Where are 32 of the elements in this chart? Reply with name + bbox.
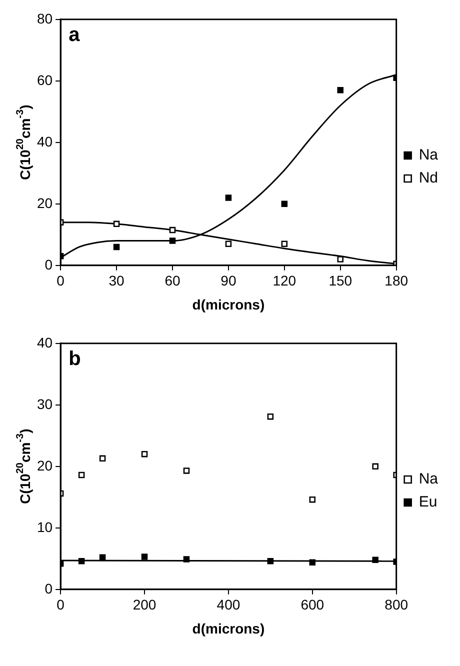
y-tick-label: 0 xyxy=(44,256,53,272)
x-tick-label: 60 xyxy=(164,272,180,289)
legend-label: Na xyxy=(418,146,439,164)
x-tick-label: 200 xyxy=(132,596,156,613)
legend-label: Eu xyxy=(418,494,438,511)
x-tick-label: 600 xyxy=(300,596,324,613)
annotation: b xyxy=(68,348,81,370)
y-tick-label: 40 xyxy=(36,334,53,350)
legend-label: Nd xyxy=(418,170,438,187)
x-tick-label: 180 xyxy=(384,272,408,289)
y-axis-title: C(1020cm-3) xyxy=(14,428,33,504)
x-axis-title: d(microns) xyxy=(192,620,265,636)
y-tick-label: 80 xyxy=(36,10,53,26)
x-tick-label: 800 xyxy=(384,596,408,613)
legend-label: Na xyxy=(418,470,439,488)
y-tick-label: 60 xyxy=(36,72,53,88)
x-tick-label: 0 xyxy=(56,272,65,289)
y-tick-label: 10 xyxy=(36,518,53,535)
y-axis-title: C(1020cm-3) xyxy=(14,104,33,180)
x-tick-label: 120 xyxy=(272,272,296,289)
y-tick-label: 40 xyxy=(36,133,53,150)
x-axis-title: d(microns) xyxy=(192,296,265,312)
x-tick-label: 0 xyxy=(56,596,65,613)
x-tick-label: 400 xyxy=(216,596,240,613)
x-tick-label: 150 xyxy=(328,272,352,289)
annotation: a xyxy=(68,24,81,46)
x-tick-label: 30 xyxy=(108,272,125,289)
x-tick-label: 90 xyxy=(220,272,236,289)
y-tick-label: 20 xyxy=(36,457,53,474)
y-tick-label: 0 xyxy=(44,580,53,596)
y-tick-label: 20 xyxy=(36,194,53,211)
y-tick-label: 30 xyxy=(36,396,53,412)
